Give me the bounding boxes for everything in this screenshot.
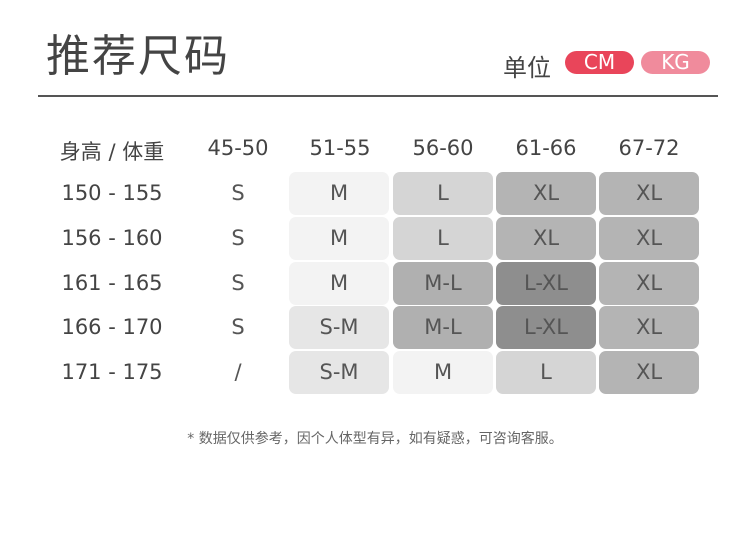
disclaimer-note: * 数据仅供参考，因个人体型有异，如有疑惑，可咨询客服。 bbox=[187, 431, 563, 447]
size-cell: XL bbox=[599, 306, 699, 349]
size-cell: M bbox=[289, 172, 389, 215]
size-cell: L-XL bbox=[496, 306, 596, 349]
size-cell: M-L bbox=[393, 306, 493, 349]
size-cell: XL bbox=[599, 217, 699, 260]
row-height-label: 166 - 170 bbox=[61, 315, 163, 339]
size-cell: XL bbox=[599, 351, 699, 394]
size-cell: S bbox=[231, 181, 245, 205]
page-title: 推荐尺码 bbox=[46, 31, 230, 82]
size-cell: S bbox=[231, 315, 245, 339]
column-header: 45-50 bbox=[207, 136, 269, 160]
size-cell: L bbox=[393, 217, 493, 260]
size-cell: L-XL bbox=[496, 262, 596, 305]
size-cell: S-M bbox=[289, 351, 389, 394]
size-cell: XL bbox=[496, 172, 596, 215]
size-cell: XL bbox=[599, 262, 699, 305]
size-cell: M bbox=[393, 351, 493, 394]
size-cell: XL bbox=[496, 217, 596, 260]
row-height-label: 161 - 165 bbox=[61, 271, 163, 295]
size-cell: M bbox=[289, 262, 389, 305]
size-cell: M-L bbox=[393, 262, 493, 305]
size-cell: S-M bbox=[289, 306, 389, 349]
unit-label: 单位 bbox=[503, 54, 551, 82]
size-cell: / bbox=[234, 360, 242, 384]
size-cell: XL bbox=[599, 172, 699, 215]
column-header: 51-55 bbox=[309, 136, 371, 160]
column-header: 67-72 bbox=[618, 136, 680, 160]
cm-badge: CM bbox=[565, 51, 634, 74]
row-height-label: 171 - 175 bbox=[61, 360, 163, 384]
column-header: 61-66 bbox=[515, 136, 577, 160]
row-height-label: 150 - 155 bbox=[61, 181, 163, 205]
divider bbox=[38, 95, 718, 97]
size-cell: L bbox=[393, 172, 493, 215]
column-header: 56-60 bbox=[412, 136, 474, 160]
size-cell: M bbox=[289, 217, 389, 260]
kg-badge: KG bbox=[641, 51, 710, 74]
size-cell: S bbox=[231, 271, 245, 295]
size-cell: L bbox=[496, 351, 596, 394]
row-height-label: 156 - 160 bbox=[61, 226, 163, 250]
corner-header: 身高 / 体重 bbox=[59, 140, 165, 164]
size-cell: S bbox=[231, 226, 245, 250]
